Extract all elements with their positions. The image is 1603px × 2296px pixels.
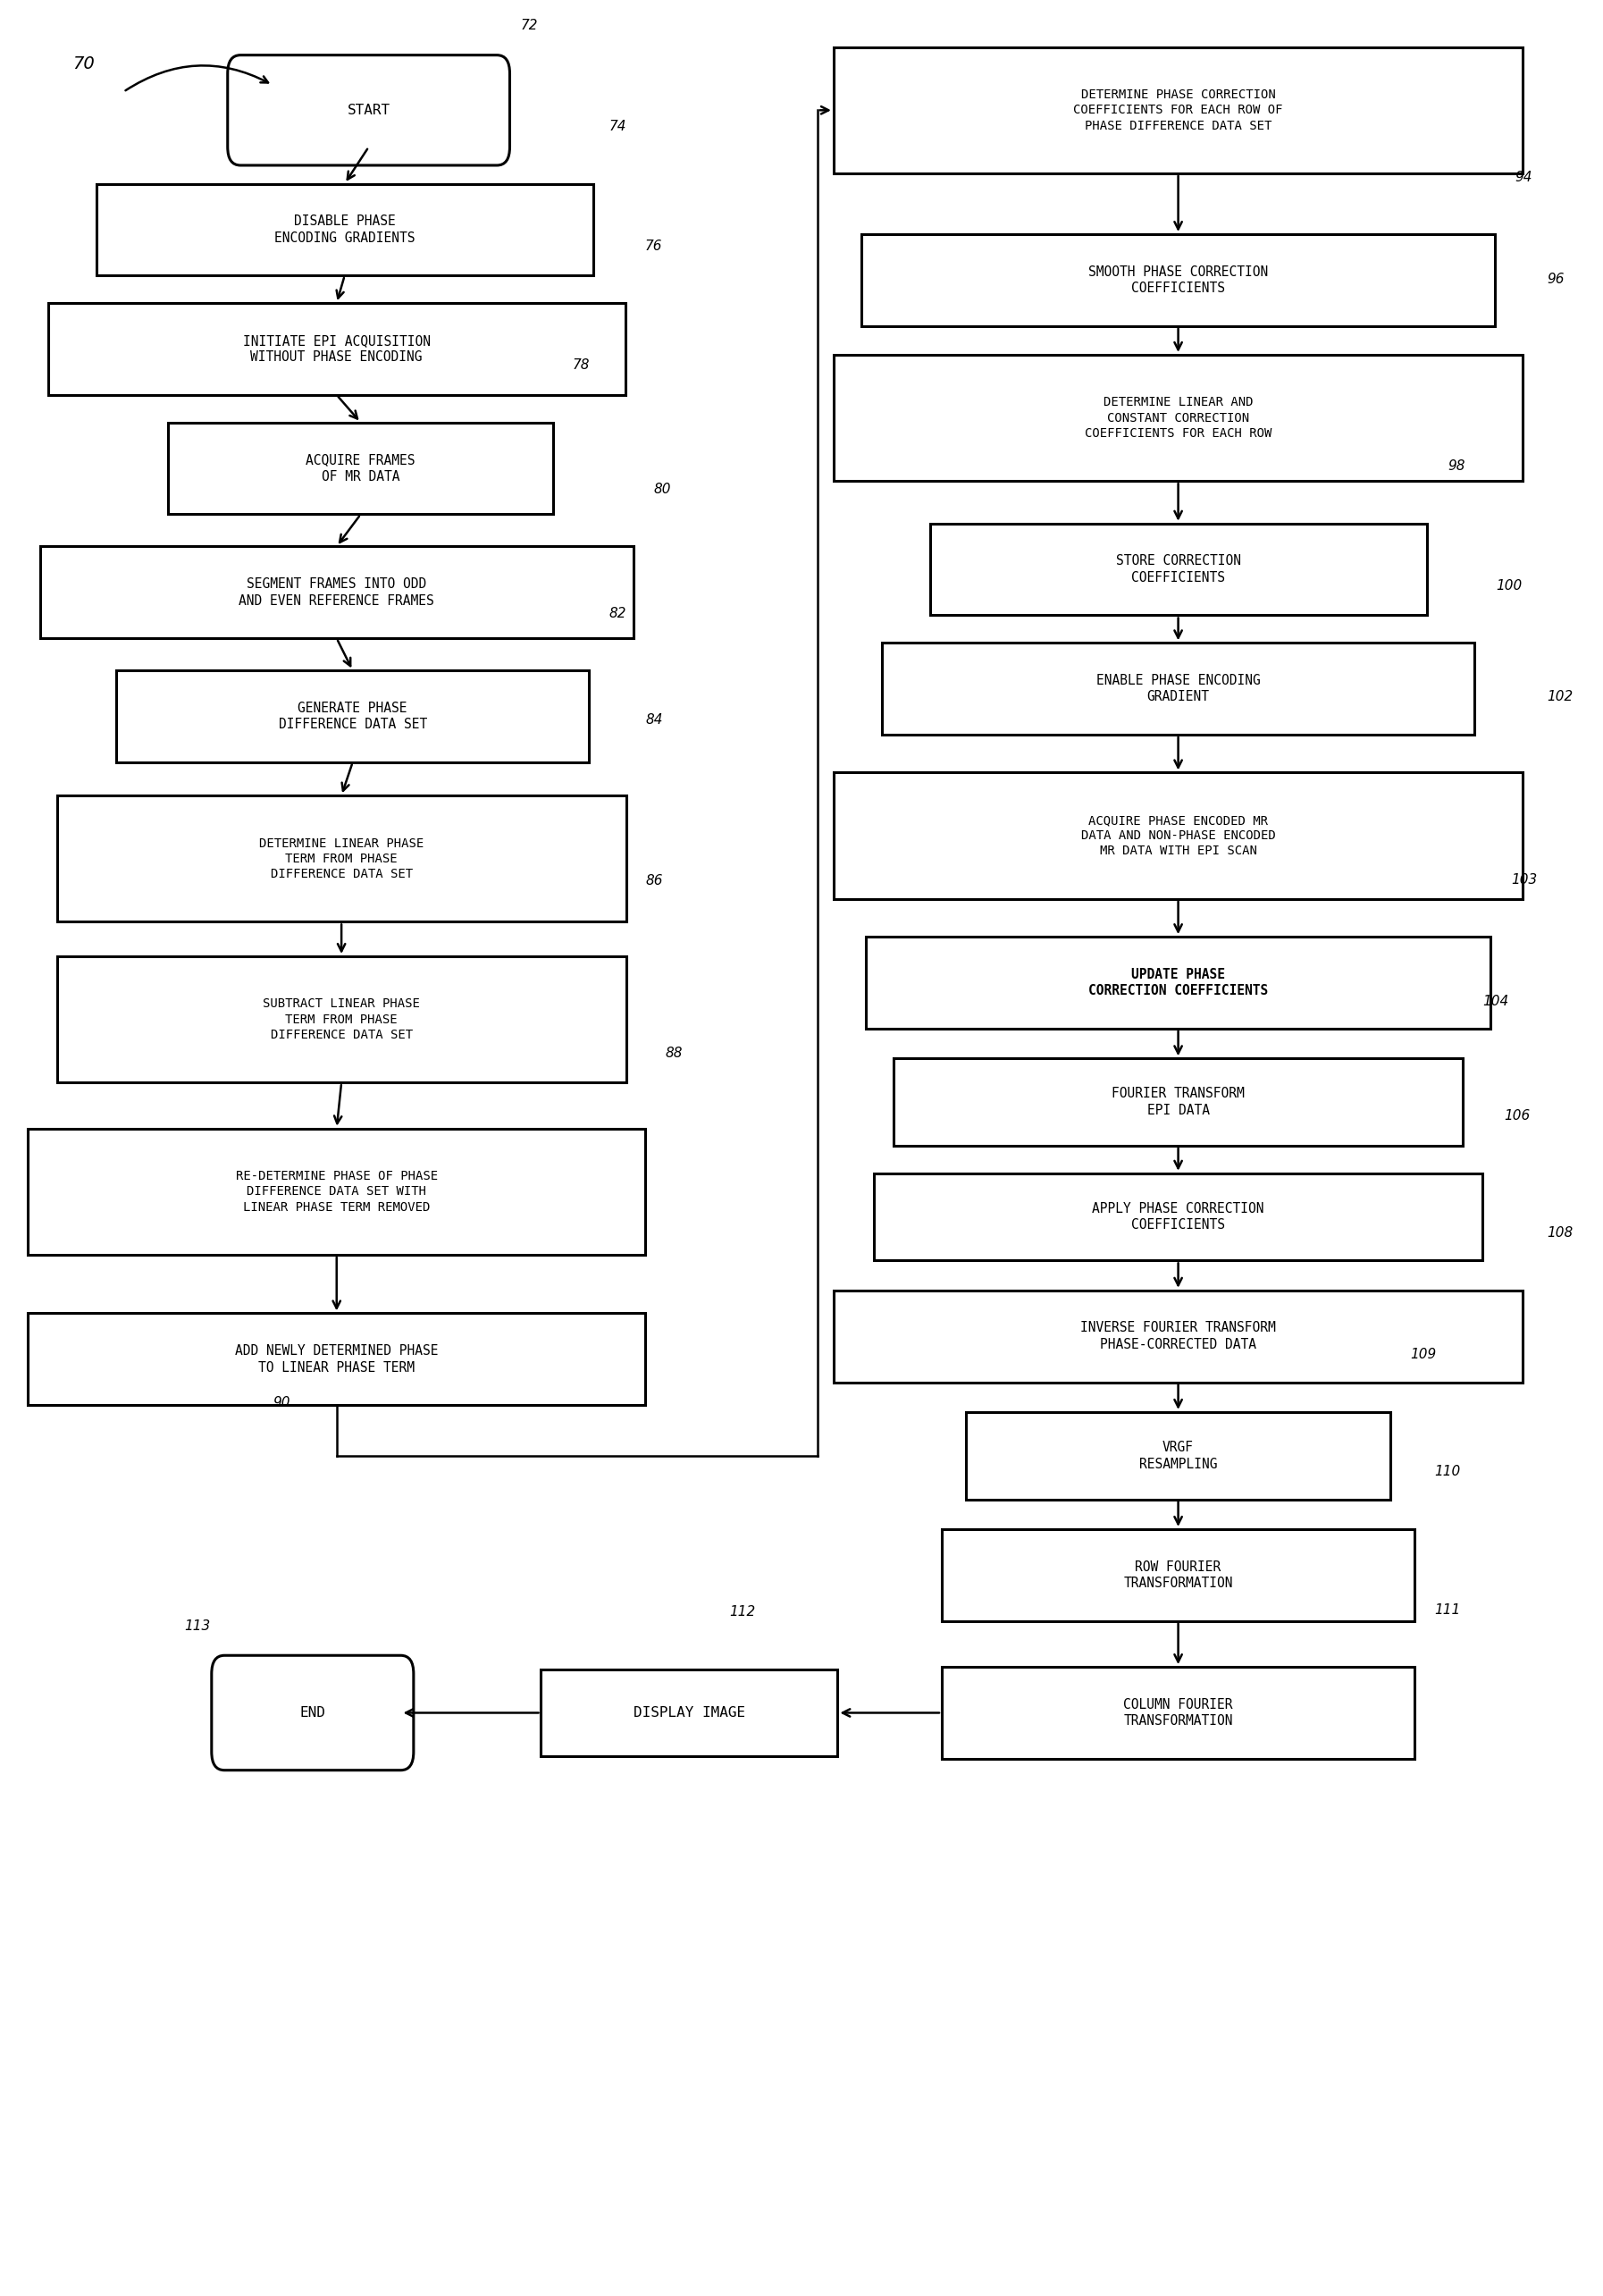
Text: 102: 102 bbox=[1547, 691, 1573, 703]
Text: 112: 112 bbox=[729, 1605, 755, 1619]
Text: 72: 72 bbox=[521, 18, 539, 32]
Text: 98: 98 bbox=[1448, 459, 1465, 473]
Text: STORE CORRECTION
COEFFICIENTS: STORE CORRECTION COEFFICIENTS bbox=[1116, 553, 1241, 585]
Bar bbox=[58, 794, 625, 921]
Text: DETERMINE LINEAR PHASE
TERM FROM PHASE
DIFFERENCE DATA SET: DETERMINE LINEAR PHASE TERM FROM PHASE D… bbox=[260, 838, 423, 879]
Text: 110: 110 bbox=[1435, 1465, 1460, 1479]
Text: ACQUIRE PHASE ENCODED MR
DATA AND NON-PHASE ENCODED
MR DATA WITH EPI SCAN: ACQUIRE PHASE ENCODED MR DATA AND NON-PH… bbox=[1080, 815, 1276, 856]
Text: SUBTRACT LINEAR PHASE
TERM FROM PHASE
DIFFERENCE DATA SET: SUBTRACT LINEAR PHASE TERM FROM PHASE DI… bbox=[263, 999, 420, 1040]
Text: END: END bbox=[300, 1706, 325, 1720]
Bar bbox=[834, 46, 1523, 174]
Text: 90: 90 bbox=[273, 1396, 290, 1410]
Text: 100: 100 bbox=[1496, 579, 1521, 592]
Bar bbox=[96, 184, 593, 276]
Bar bbox=[58, 955, 625, 1081]
Text: UPDATE PHASE
CORRECTION COEFFICIENTS: UPDATE PHASE CORRECTION COEFFICIENTS bbox=[1088, 967, 1268, 999]
Text: RE-DETERMINE PHASE OF PHASE
DIFFERENCE DATA SET WITH
LINEAR PHASE TERM REMOVED: RE-DETERMINE PHASE OF PHASE DIFFERENCE D… bbox=[236, 1171, 438, 1212]
Text: SMOOTH PHASE CORRECTION
COEFFICIENTS: SMOOTH PHASE CORRECTION COEFFICIENTS bbox=[1088, 264, 1268, 296]
Text: SEGMENT FRAMES INTO ODD
AND EVEN REFERENCE FRAMES: SEGMENT FRAMES INTO ODD AND EVEN REFEREN… bbox=[239, 576, 434, 608]
Text: FOURIER TRANSFORM
EPI DATA: FOURIER TRANSFORM EPI DATA bbox=[1112, 1086, 1244, 1118]
Text: COLUMN FOURIER
TRANSFORMATION: COLUMN FOURIER TRANSFORMATION bbox=[1124, 1697, 1233, 1729]
Text: INVERSE FOURIER TRANSFORM
PHASE-CORRECTED DATA: INVERSE FOURIER TRANSFORM PHASE-CORRECTE… bbox=[1080, 1320, 1276, 1352]
Text: 106: 106 bbox=[1504, 1109, 1529, 1123]
Bar bbox=[862, 234, 1494, 326]
Text: 104: 104 bbox=[1483, 994, 1508, 1008]
Text: 70: 70 bbox=[72, 55, 95, 73]
Bar bbox=[834, 1290, 1523, 1382]
Bar bbox=[40, 546, 633, 638]
Bar bbox=[874, 1173, 1483, 1261]
Bar bbox=[930, 523, 1427, 615]
Text: 78: 78 bbox=[572, 358, 590, 372]
Bar bbox=[27, 1313, 644, 1405]
Bar bbox=[941, 1529, 1415, 1621]
Text: 103: 103 bbox=[1512, 872, 1537, 886]
Text: DETERMINE LINEAR AND
CONSTANT CORRECTION
COEFFICIENTS FOR EACH ROW: DETERMINE LINEAR AND CONSTANT CORRECTION… bbox=[1085, 397, 1271, 439]
Text: GENERATE PHASE
DIFFERENCE DATA SET: GENERATE PHASE DIFFERENCE DATA SET bbox=[279, 700, 426, 732]
FancyBboxPatch shape bbox=[228, 55, 510, 165]
Text: DISABLE PHASE
ENCODING GRADIENTS: DISABLE PHASE ENCODING GRADIENTS bbox=[274, 214, 415, 246]
Bar bbox=[866, 937, 1491, 1029]
Bar bbox=[893, 1058, 1462, 1146]
Text: 76: 76 bbox=[644, 239, 662, 253]
Text: 94: 94 bbox=[1515, 170, 1532, 184]
Text: 86: 86 bbox=[646, 875, 664, 889]
Text: ADD NEWLY DETERMINED PHASE
TO LINEAR PHASE TERM: ADD NEWLY DETERMINED PHASE TO LINEAR PHA… bbox=[236, 1343, 438, 1375]
Bar bbox=[834, 771, 1523, 898]
Text: INITIATE EPI ACQUISITION
WITHOUT PHASE ENCODING: INITIATE EPI ACQUISITION WITHOUT PHASE E… bbox=[242, 333, 431, 365]
Text: 88: 88 bbox=[665, 1047, 683, 1061]
Text: 82: 82 bbox=[609, 606, 627, 620]
Text: VRGF
RESAMPLING: VRGF RESAMPLING bbox=[1140, 1440, 1217, 1472]
Text: 111: 111 bbox=[1435, 1603, 1460, 1616]
Text: 84: 84 bbox=[646, 714, 664, 728]
Bar bbox=[965, 1412, 1390, 1499]
Text: ACQUIRE FRAMES
OF MR DATA: ACQUIRE FRAMES OF MR DATA bbox=[306, 452, 415, 484]
Bar bbox=[882, 643, 1475, 735]
Bar bbox=[168, 422, 553, 514]
Text: DETERMINE PHASE CORRECTION
COEFFICIENTS FOR EACH ROW OF
PHASE DIFFERENCE DATA SE: DETERMINE PHASE CORRECTION COEFFICIENTS … bbox=[1074, 90, 1282, 131]
Text: ROW FOURIER
TRANSFORMATION: ROW FOURIER TRANSFORMATION bbox=[1124, 1559, 1233, 1591]
Text: 113: 113 bbox=[184, 1619, 210, 1632]
Text: 96: 96 bbox=[1547, 273, 1565, 287]
FancyBboxPatch shape bbox=[212, 1655, 414, 1770]
Bar bbox=[834, 356, 1523, 482]
Bar bbox=[115, 670, 588, 762]
Text: 74: 74 bbox=[609, 119, 627, 133]
Text: START: START bbox=[348, 103, 390, 117]
Bar bbox=[48, 303, 625, 395]
Bar bbox=[542, 1669, 837, 1756]
Text: 108: 108 bbox=[1547, 1226, 1573, 1240]
Text: 80: 80 bbox=[654, 482, 672, 496]
Bar bbox=[941, 1667, 1415, 1759]
Bar bbox=[27, 1130, 644, 1256]
Text: 109: 109 bbox=[1411, 1348, 1436, 1362]
Text: ENABLE PHASE ENCODING
GRADIENT: ENABLE PHASE ENCODING GRADIENT bbox=[1096, 673, 1260, 705]
Text: APPLY PHASE CORRECTION
COEFFICIENTS: APPLY PHASE CORRECTION COEFFICIENTS bbox=[1092, 1201, 1265, 1233]
Text: DISPLAY IMAGE: DISPLAY IMAGE bbox=[633, 1706, 745, 1720]
